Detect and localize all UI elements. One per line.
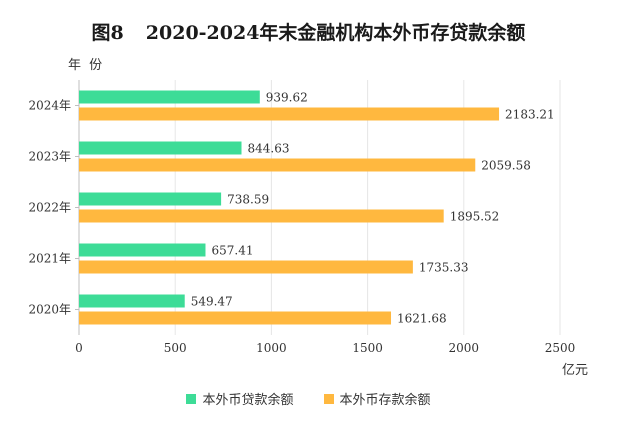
loan-value-label: 939.62 <box>266 91 308 105</box>
x-tick-label: 2000 <box>449 341 480 355</box>
deposit-value-label: 1735.33 <box>419 261 469 275</box>
loan-bar <box>79 243 206 257</box>
legend-label-loans: 本外币贷款余额 <box>202 393 294 408</box>
x-tick-label: 1000 <box>256 341 287 355</box>
loan-value-label: 844.63 <box>248 142 290 156</box>
y-axis-title: 年 份 <box>68 58 105 73</box>
chart-title-number: 图8 <box>91 22 124 44</box>
y-category-label: 2022年 <box>28 201 71 215</box>
legend-label-deposits: 本外币存款余额 <box>339 393 431 408</box>
chart-title-text: 2020-2024年末金融机构本外币存贷款余额 <box>145 22 526 44</box>
deposit-bar <box>79 260 413 274</box>
loan-value-label: 549.47 <box>191 295 233 309</box>
x-axis-unit: 亿元 <box>562 363 589 378</box>
x-tick-label: 2500 <box>545 341 576 355</box>
legend-swatch-loans <box>186 393 197 404</box>
legend: 本外币贷款余额 本外币存款余额 <box>0 389 617 408</box>
deposit-value-label: 1621.68 <box>397 312 447 326</box>
loan-value-label: 657.41 <box>211 244 253 258</box>
legend-item-loans: 本外币贷款余额 <box>186 389 294 408</box>
y-category-label: 2023年 <box>28 150 71 164</box>
deposit-bar <box>79 107 500 121</box>
loan-bar <box>79 90 260 104</box>
deposit-bar <box>79 158 476 172</box>
deposit-bar <box>79 311 392 325</box>
x-tick-label: 1500 <box>352 341 383 355</box>
y-category-label: 2021年 <box>28 252 71 266</box>
legend-item-deposits: 本外币存款余额 <box>323 389 431 408</box>
chart-title: 图8 2020-2024年末金融机构本外币存贷款余额 <box>0 18 617 45</box>
loan-bar <box>79 141 242 155</box>
loan-value-label: 738.59 <box>227 193 269 207</box>
deposit-value-label: 1895.52 <box>450 210 500 224</box>
loan-bar <box>79 192 222 206</box>
deposit-bar <box>79 209 444 223</box>
x-tick-label: 500 <box>164 341 187 355</box>
x-tick-label: 0 <box>75 341 83 355</box>
loan-bar <box>79 294 185 308</box>
y-category-label: 2024年 <box>28 99 71 113</box>
deposit-value-label: 2183.21 <box>505 108 555 122</box>
deposit-value-label: 2059.58 <box>481 159 531 173</box>
legend-swatch-deposits <box>323 393 334 404</box>
y-category-label: 2020年 <box>28 303 71 317</box>
